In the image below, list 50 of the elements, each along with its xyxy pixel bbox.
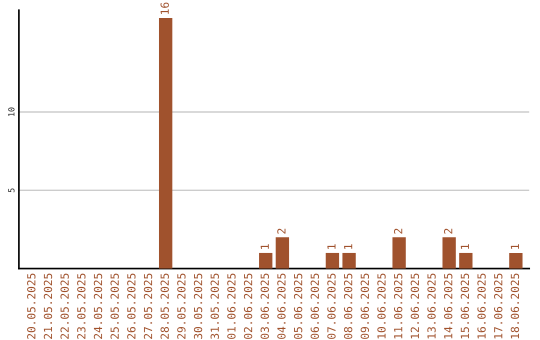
data-label: 1 <box>327 244 336 249</box>
x-tick-label: 22.05.2025 <box>60 274 69 339</box>
x-tick-label: 08.06.2025 <box>344 274 352 339</box>
x-tick-label: 03.06.2025 <box>260 274 269 339</box>
x-tick-label: 29.05.2025 <box>177 274 186 339</box>
y-tick-label: 5 <box>8 188 15 192</box>
data-label: 2 <box>394 228 402 234</box>
x-tick-label: 24.05.2025 <box>94 274 102 339</box>
x-tick-label: 28.05.2025 <box>160 274 169 339</box>
x-tick-label: 13.06.2025 <box>427 274 436 338</box>
x-tick-label: 12.06.2025 <box>410 274 420 338</box>
x-tick-label: 27.05.2025 <box>144 274 152 339</box>
x-tick-label: 23.05.2025 <box>77 274 86 339</box>
bar <box>342 252 356 269</box>
x-tick-label: 06.06.2025 <box>310 274 319 339</box>
y-tick-label: 10 <box>8 108 15 116</box>
x-tick-label: 25.05.2025 <box>110 274 119 339</box>
x-tick-label: 02.06.2025 <box>244 274 252 339</box>
bar <box>326 252 340 269</box>
data-label: 2 <box>277 228 286 234</box>
x-tick-label: 01.06.2025 <box>227 274 236 339</box>
x-tick-label: 14.06.2025 <box>444 274 452 338</box>
x-tick-label: 10.06.2025 <box>377 274 386 338</box>
bar <box>459 252 472 269</box>
x-tick-label: 20.05.2025 <box>27 274 36 339</box>
x-tick-label: 15.06.2025 <box>460 274 470 338</box>
x-tick-label: 31.05.2025 <box>210 274 219 339</box>
x-tick-label: 09.06.2025 <box>360 274 370 339</box>
bar <box>276 237 290 269</box>
data-label: 2 <box>444 228 452 234</box>
x-tick-label: 11.06.2025 <box>394 274 402 338</box>
x-tick-label: 17.06.2025 <box>494 274 502 338</box>
bar <box>392 237 406 269</box>
x-tick-label: 05.06.2025 <box>294 274 302 339</box>
data-label: 1 <box>510 244 519 249</box>
x-tick-label: 16.06.2025 <box>477 274 486 338</box>
x-tick-label: 21.05.2025 <box>44 274 52 339</box>
data-label: 1 <box>344 244 352 249</box>
x-tick-label: 30.05.2025 <box>194 274 202 339</box>
x-tick-label: 18.06.2025 <box>510 274 520 338</box>
x-tick-label: 26.05.2025 <box>127 274 136 339</box>
data-label: 1 <box>460 244 469 249</box>
bar <box>158 18 172 269</box>
data-label: 16 <box>160 2 169 14</box>
x-tick-label: 07.06.2025 <box>327 274 336 339</box>
bar <box>259 252 272 269</box>
bar <box>509 252 523 269</box>
x-tick-label: 04.06.2025 <box>277 274 286 339</box>
bar <box>442 237 456 269</box>
data-label: 1 <box>260 244 269 249</box>
